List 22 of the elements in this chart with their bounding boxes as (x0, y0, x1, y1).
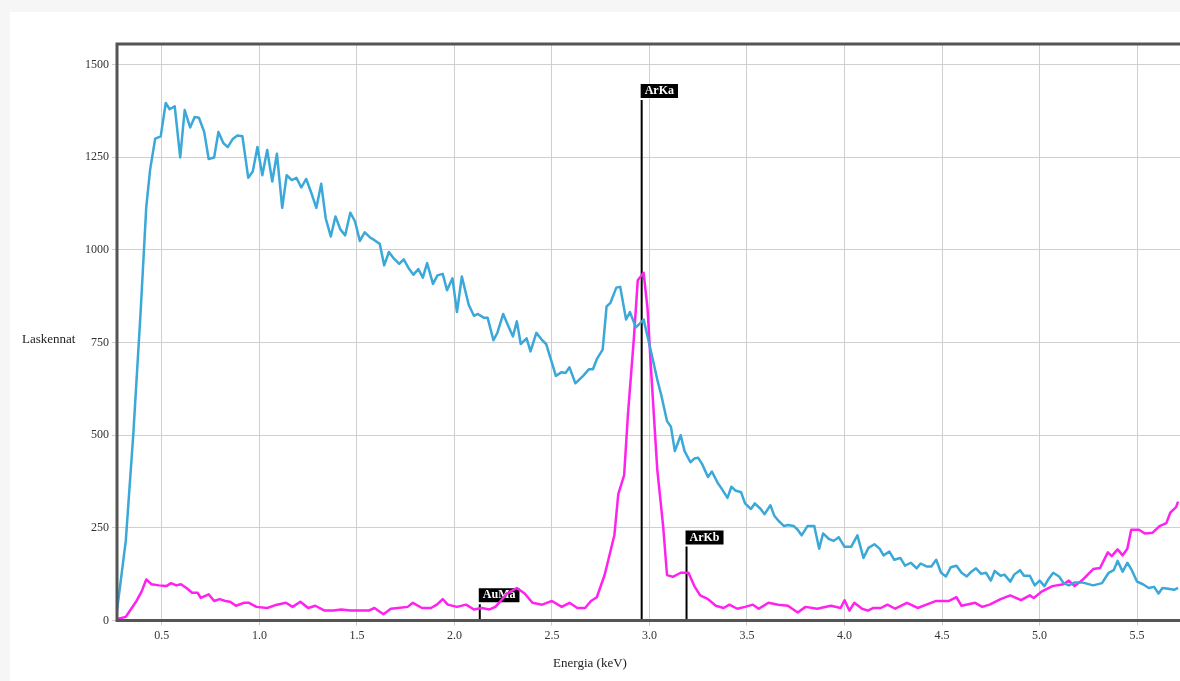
series-label: ArKa (644, 83, 674, 98)
y-tick-label: 1250 (85, 149, 109, 164)
y-tick-label: 1000 (85, 241, 109, 256)
y-tick-label: 750 (91, 334, 109, 349)
x-tick-label: 0.5 (154, 627, 170, 642)
x-tick-label: 3.0 (641, 627, 657, 642)
x-axis-title: Energia (keV) (552, 655, 628, 671)
x-tick-label: 1.5 (349, 627, 365, 642)
x-tick-label: 5.5 (1129, 627, 1145, 642)
y-tick-label: 0 (103, 612, 109, 627)
y-tick-label: 500 (91, 427, 109, 442)
x-tick-label: 2.5 (544, 627, 560, 642)
x-tick-label: 5.0 (1032, 627, 1048, 642)
x-tick-label: 4.0 (837, 627, 853, 642)
y-tick-label: 250 (91, 520, 109, 535)
y-tick-label: 1500 (85, 56, 109, 71)
x-tick-label: 4.5 (934, 627, 950, 642)
x-tick-label: 1.0 (251, 627, 267, 642)
y-axis-title: Laskennat (22, 331, 76, 347)
x-tick-label: 3.5 (739, 627, 755, 642)
x-tick-label: 2.0 (446, 627, 462, 642)
series-label: ArKb (689, 529, 720, 544)
